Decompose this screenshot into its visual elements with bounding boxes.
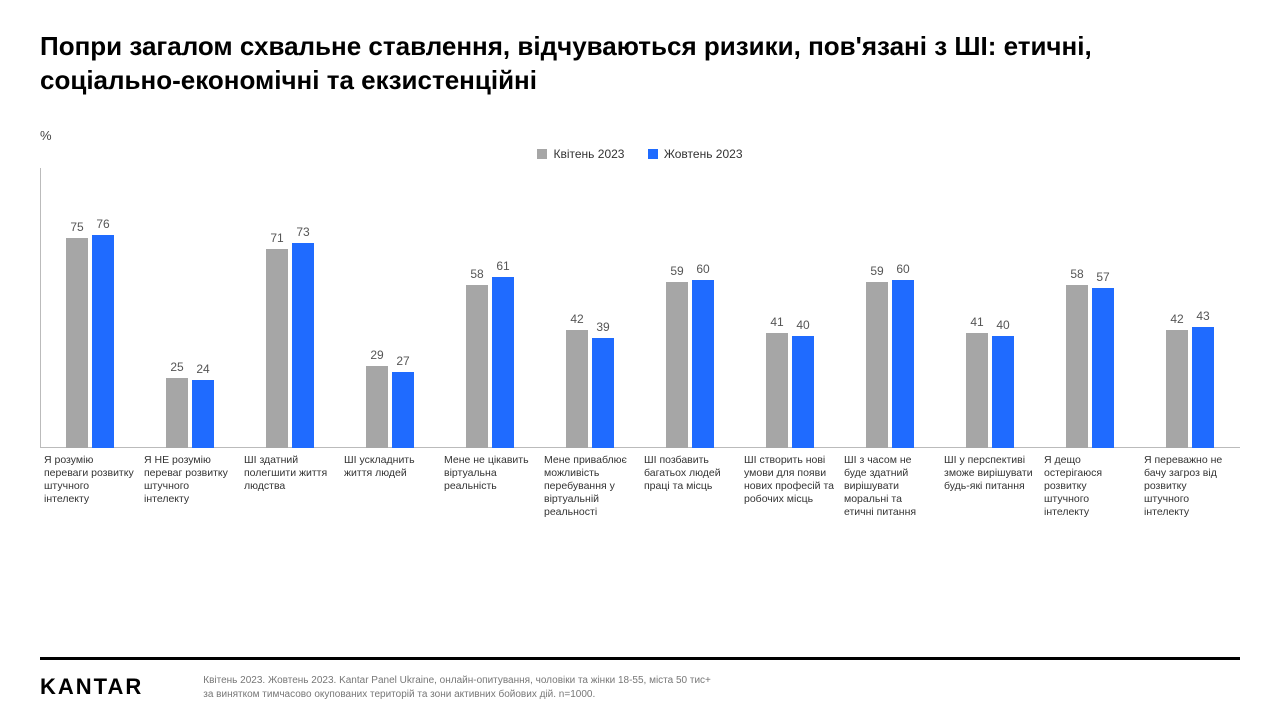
x-label: ШІ ускладнить життя людей (340, 448, 440, 548)
footer: KANTAR Квітень 2023. Жовтень 2023. Kanta… (40, 657, 1240, 702)
value-label: 76 (96, 217, 109, 231)
value-label: 41 (970, 315, 983, 329)
bar-series-b: 76 (92, 235, 114, 448)
value-label: 60 (696, 262, 709, 276)
bar-group: 5960 (640, 168, 740, 448)
x-label: Я переважно не бачу загроз від розвитку … (1140, 448, 1240, 548)
bar-series-b: 39 (592, 338, 614, 447)
x-label: ШІ здатний полегшити життя людства (240, 448, 340, 548)
footer-divider (40, 657, 1240, 660)
x-label: Мене приваблює можливість перебування у … (540, 448, 640, 548)
slide-title: Попри загалом схвальне ставлення, відчув… (40, 30, 1140, 98)
x-label: Я розумію переваги розвитку штучного інт… (40, 448, 140, 548)
value-label: 43 (1196, 309, 1209, 323)
bar-series-b: 60 (892, 280, 914, 448)
bar-series-b: 61 (492, 277, 514, 448)
x-label: Я дещо остерігаюся розвитку штучного інт… (1040, 448, 1140, 548)
bar-group: 7173 (240, 168, 340, 448)
bar-series-b: 43 (1192, 327, 1214, 447)
x-axis-labels: Я розумію переваги розвитку штучного інт… (40, 448, 1240, 548)
bar-series-b: 27 (392, 372, 414, 448)
value-label: 59 (670, 264, 683, 278)
bar-series-a: 42 (566, 330, 588, 448)
x-label: ШІ створить нові умови для появи нових п… (740, 448, 840, 548)
bar-series-b: 60 (692, 280, 714, 448)
legend-item-a: Квітень 2023 (537, 147, 624, 161)
bar-series-b: 24 (192, 380, 214, 447)
value-label: 71 (270, 231, 283, 245)
bar-groups: 7576252471732927586142395960414059604140… (40, 168, 1240, 448)
legend-swatch-b (648, 149, 658, 159)
value-label: 60 (896, 262, 909, 276)
value-label: 75 (70, 220, 83, 234)
legend: Квітень 2023 Жовтень 2023 (40, 147, 1240, 162)
bar-series-a: 75 (66, 238, 88, 448)
value-label: 29 (370, 348, 383, 362)
slide: Попри загалом схвальне ставлення, відчув… (0, 0, 1280, 720)
value-label: 58 (1070, 267, 1083, 281)
bar-series-b: 40 (792, 336, 814, 448)
value-label: 59 (870, 264, 883, 278)
value-label: 61 (496, 259, 509, 273)
x-label: Мене не цікавить віртуальна реальність (440, 448, 540, 548)
bar-group: 4243 (1140, 168, 1240, 448)
legend-item-b: Жовтень 2023 (648, 147, 743, 161)
bar-group: 2927 (340, 168, 440, 448)
bar-series-a: 59 (666, 282, 688, 447)
value-label: 40 (796, 318, 809, 332)
bar-group: 5960 (840, 168, 940, 448)
logo: KANTAR (40, 674, 143, 700)
bar-group: 5861 (440, 168, 540, 448)
bar-group: 4140 (940, 168, 1040, 448)
bar-group: 2524 (140, 168, 240, 448)
legend-label-b: Жовтень 2023 (664, 147, 743, 161)
bar-series-a: 29 (366, 366, 388, 447)
value-label: 42 (1170, 312, 1183, 326)
x-label: Я НЕ розумію переваг розвитку штучного і… (140, 448, 240, 548)
bar-series-b: 57 (1092, 288, 1114, 448)
value-label: 40 (996, 318, 1009, 332)
value-label: 39 (596, 320, 609, 334)
bar-group: 4239 (540, 168, 640, 448)
bar-series-a: 41 (966, 333, 988, 448)
bar-series-b: 73 (292, 243, 314, 447)
bar-series-a: 71 (266, 249, 288, 448)
value-label: 24 (196, 362, 209, 376)
footnote: Квітень 2023. Жовтень 2023. Kantar Panel… (203, 674, 723, 702)
value-label: 57 (1096, 270, 1109, 284)
bar-series-a: 58 (466, 285, 488, 447)
chart: 7576252471732927586142395960414059604140… (40, 168, 1240, 548)
value-label: 58 (470, 267, 483, 281)
x-label: ШІ з часом не буде здатний вирішувати мо… (840, 448, 940, 548)
y-unit-label: % (40, 128, 1240, 143)
value-label: 42 (570, 312, 583, 326)
legend-label-a: Квітень 2023 (553, 147, 624, 161)
x-label: ШІ у перспективі зможе вирішувати будь-я… (940, 448, 1040, 548)
bar-series-b: 40 (992, 336, 1014, 448)
value-label: 27 (396, 354, 409, 368)
bar-series-a: 58 (1066, 285, 1088, 447)
logo-text: KANTAR (40, 674, 143, 699)
bar-group: 4140 (740, 168, 840, 448)
bar-group: 7576 (40, 168, 140, 448)
value-label: 25 (170, 360, 183, 374)
value-label: 41 (770, 315, 783, 329)
x-label: ШІ позбавить багатьох людей праці та міс… (640, 448, 740, 548)
value-label: 73 (296, 225, 309, 239)
legend-swatch-a (537, 149, 547, 159)
bar-series-a: 25 (166, 378, 188, 448)
bar-group: 5857 (1040, 168, 1140, 448)
bar-series-a: 42 (1166, 330, 1188, 448)
bar-series-a: 59 (866, 282, 888, 447)
bar-series-a: 41 (766, 333, 788, 448)
